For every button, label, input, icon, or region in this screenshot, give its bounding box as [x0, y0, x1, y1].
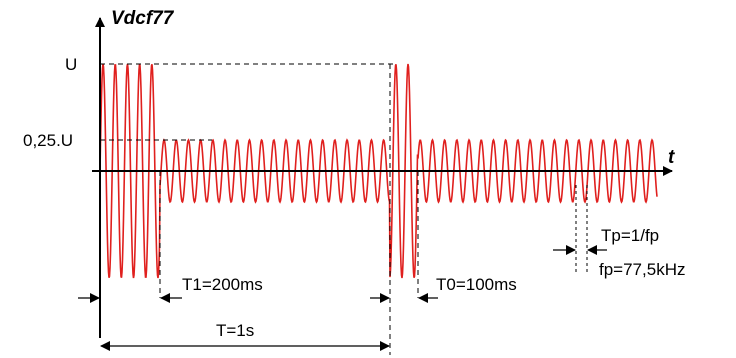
modulated-carrier-wave — [99, 63, 658, 279]
low-level-label: 0,25.U — [23, 131, 73, 150]
high-level-label: U — [65, 55, 77, 74]
y-axis-label: Vdcf77 — [111, 8, 175, 29]
carrier-period-label: Tp=1/fp — [601, 226, 659, 245]
period-label: T=1s — [216, 321, 254, 340]
carrier-frequency-label: fp=77,5kHz — [599, 260, 685, 279]
t0-label: T0=100ms — [436, 275, 517, 294]
x-axis-label: t — [668, 147, 675, 168]
t1-label: T1=200ms — [182, 275, 263, 294]
